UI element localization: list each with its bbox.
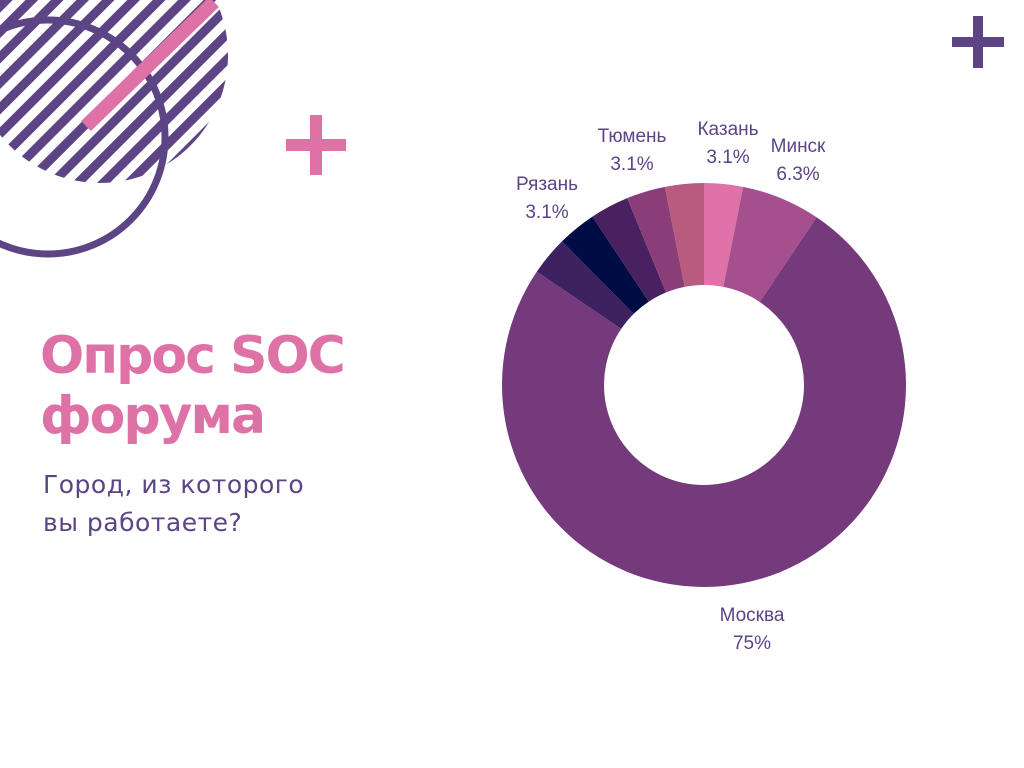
donut-slice-slice-3: [536, 241, 634, 329]
slice-label-name: Тюмень: [598, 126, 667, 147]
ring-decoration: [0, 16, 169, 258]
slide-title: Опрос SOC форума: [40, 326, 346, 446]
slice-label-value: 75%: [733, 633, 771, 654]
slice-label-name: Москва: [720, 605, 785, 626]
slide-subtitle: Город, из которого вы работаете?: [43, 466, 304, 542]
title-line-2: форума: [40, 386, 266, 446]
title-line-1: Опрос SOC: [40, 326, 346, 386]
pink-plus-icon: [286, 115, 346, 175]
slice-label-value: 3.1%: [525, 202, 568, 223]
donut-labels: Казань 3.1% Минск 6.3% Москва 75% Рязань 3.1% Тю…: [516, 119, 826, 654]
donut-slice-Москва: [501, 217, 906, 587]
slice-label-name: Минск: [771, 136, 826, 157]
slice-label-value: 6.3%: [776, 164, 819, 185]
donut-slices: [501, 183, 906, 587]
subtitle-line-1: Город, из которого: [43, 470, 305, 499]
slice-label-name: Рязань: [516, 174, 578, 195]
donut-slice-Рязань: [627, 186, 685, 293]
slice-label-value: 3.1%: [610, 154, 653, 175]
donut-slice-Минск: [723, 186, 817, 302]
subtitle-line-2: вы работаете?: [43, 508, 243, 537]
donut-slice-slice-4: [561, 216, 649, 314]
slice-label-name: Казань: [697, 119, 758, 140]
pink-slash-decoration: [81, 0, 219, 132]
donut-slice-Тюмень: [664, 183, 704, 287]
slice-label-value: 3.1%: [706, 147, 749, 168]
donut-slice-Казань: [704, 183, 744, 287]
donut-slice-slice-5: [592, 198, 666, 302]
purple-plus-icon: [952, 16, 1004, 68]
